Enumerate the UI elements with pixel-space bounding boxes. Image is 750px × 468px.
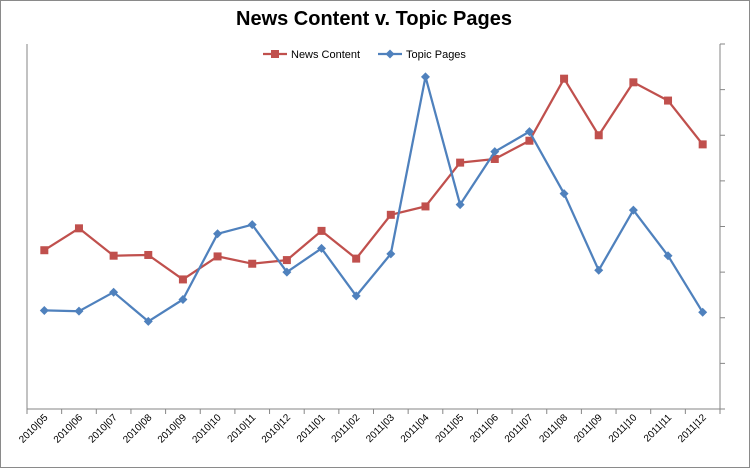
data-point: [455, 200, 465, 210]
data-point: [421, 202, 430, 211]
data-point: [74, 224, 83, 233]
x-tick-label: 2011|07: [503, 412, 536, 445]
data-point: [178, 275, 187, 284]
legend: News Content Topic Pages: [263, 49, 466, 61]
x-tick-label: 2011|11: [642, 412, 674, 444]
series-line: [43, 77, 704, 281]
data-point: [664, 96, 673, 105]
x-tick-label: 2011|04: [399, 412, 432, 445]
x-tick-label: 2010|06: [52, 412, 86, 446]
legend-item: Topic Pages: [378, 49, 466, 61]
data-point: [213, 252, 222, 261]
data-point: [282, 267, 292, 277]
data-point: [560, 74, 569, 83]
legend-label: Topic Pages: [406, 49, 466, 61]
data-point: [317, 226, 326, 235]
x-tick-label: 2010|10: [190, 412, 224, 446]
x-tick-label: 2010|05: [17, 412, 51, 446]
data-point: [143, 316, 153, 326]
data-point: [317, 243, 327, 253]
x-tick-label: 2011|06: [468, 412, 501, 445]
x-tick-label: 2011|03: [364, 412, 397, 445]
data-point: [594, 265, 604, 275]
legend-marker: [271, 50, 279, 58]
data-point: [628, 205, 638, 215]
data-point: [490, 154, 499, 163]
data-point: [352, 254, 361, 263]
x-tick-label: 2011|08: [538, 412, 571, 445]
legend-marker: [385, 49, 395, 59]
data-point: [663, 251, 673, 261]
data-point: [490, 147, 500, 157]
series-line: [44, 75, 704, 323]
data-point: [559, 189, 569, 199]
data-point: [525, 136, 534, 145]
x-tick-label: 2010|09: [156, 412, 190, 446]
x-tick-label: 2011|02: [330, 412, 363, 445]
data-point: [282, 256, 291, 265]
x-tick-label: 2010|08: [121, 412, 155, 446]
data-point: [109, 287, 119, 297]
data-point: [698, 140, 707, 149]
data-point: [213, 229, 223, 239]
data-point: [74, 306, 84, 316]
data-point: [386, 210, 395, 219]
data-point: [39, 305, 49, 315]
x-tick-label: 2011|10: [607, 412, 640, 445]
data-point: [178, 295, 188, 304]
x-tick-label: 2011|12: [676, 412, 709, 445]
x-tick-labels: 2010|05 2010|06 2010|07 2010|08 2010|09 2010|…: [17, 412, 709, 446]
data-point: [456, 158, 465, 167]
x-tick-label: 2010|12: [260, 412, 294, 446]
chart-title: News Content v. Topic Pages: [236, 8, 512, 30]
series-2: [39, 72, 708, 326]
data-point: [698, 307, 708, 317]
legend-item: News Content: [263, 49, 360, 61]
data-point: [144, 250, 153, 259]
series-layer: [39, 72, 708, 326]
x-tick-label: 2011|01: [295, 412, 328, 445]
data-point: [351, 291, 361, 301]
data-point: [524, 127, 534, 137]
data-point: [248, 259, 257, 268]
legend-label: News Content: [291, 49, 360, 61]
data-point: [594, 131, 603, 140]
data-point: [420, 72, 430, 82]
x-tick-label: 2011|09: [572, 412, 605, 445]
series-1: [40, 74, 707, 284]
data-point: [247, 220, 257, 230]
data-point: [40, 246, 49, 255]
x-tick-label: 2010|11: [226, 412, 259, 445]
x-tick-label: 2010|07: [87, 412, 121, 446]
x-tick-label: 2011|05: [434, 412, 467, 445]
data-point: [109, 251, 118, 260]
data-point: [629, 78, 638, 87]
axes: [26, 43, 725, 414]
data-point: [386, 249, 396, 259]
